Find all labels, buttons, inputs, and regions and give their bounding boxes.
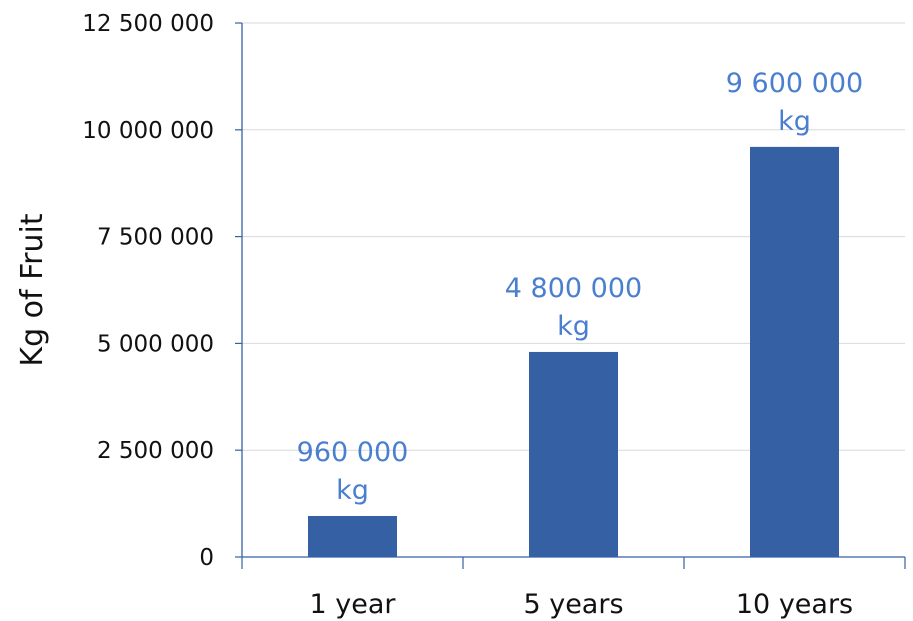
- data-label-unit: kg: [336, 475, 369, 506]
- axes: [235, 22, 906, 569]
- data-label: 960 000: [297, 437, 409, 468]
- bar: [750, 146, 839, 557]
- data-label-unit: kg: [557, 311, 590, 342]
- bars: [308, 146, 839, 557]
- bar: [529, 351, 618, 557]
- y-tick-labels: 0 2 500 000 5 000 000 7 500 000 10 000 000 12…: [82, 11, 214, 571]
- x-tick-labels: 1 year 5 years 10 years: [310, 589, 854, 620]
- bar: [308, 515, 397, 557]
- y-tick-label: 2 500 000: [97, 438, 214, 464]
- y-tick-label: 12 500 000: [82, 11, 214, 37]
- y-tick-label: 10 000 000: [82, 118, 214, 144]
- data-labels: 960 000 kg 4 800 000 kg 9 600 000 kg: [297, 68, 864, 506]
- x-tick-label: 5 years: [523, 589, 623, 620]
- y-axis-title: Kg of Fruit: [15, 213, 50, 366]
- data-label-unit: kg: [778, 106, 811, 137]
- y-tick-label: 7 500 000: [97, 225, 214, 251]
- y-tick-label: 5 000 000: [97, 331, 214, 357]
- y-tick-label: 0: [199, 545, 214, 571]
- data-label: 9 600 000: [726, 68, 863, 99]
- data-label: 4 800 000: [505, 273, 642, 304]
- x-tick-label: 10 years: [736, 589, 853, 620]
- x-tick-label: 1 year: [310, 589, 397, 620]
